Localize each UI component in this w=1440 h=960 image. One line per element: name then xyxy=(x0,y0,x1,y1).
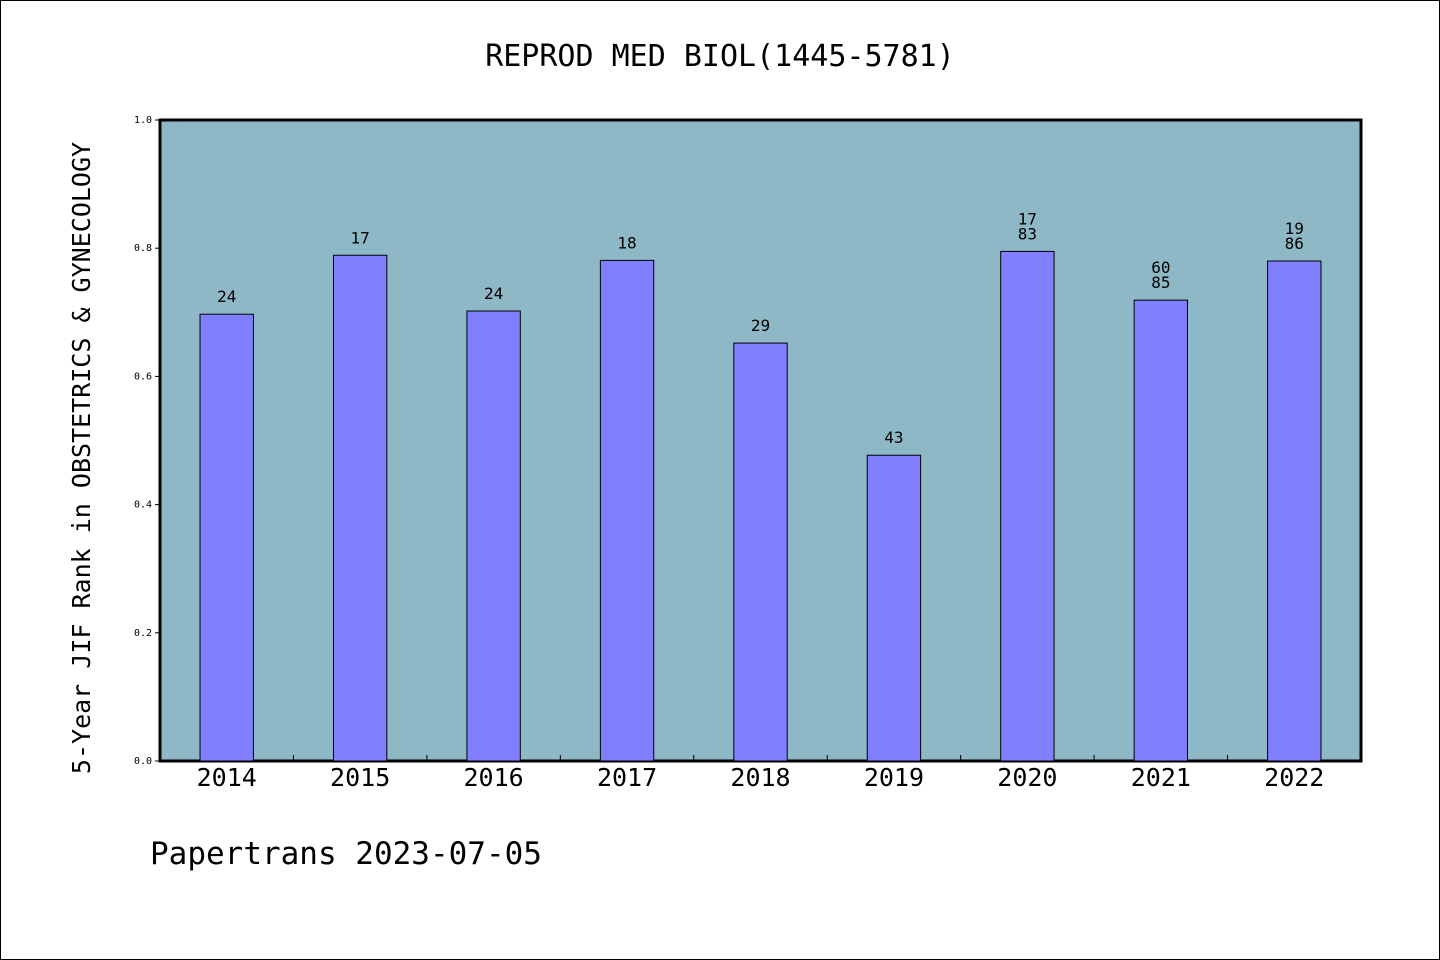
bar-label-2021: 60 xyxy=(1151,258,1170,277)
x-tick-label-2014: 2014 xyxy=(197,763,257,792)
bar-label-2020: 17 xyxy=(1018,209,1037,228)
x-tick-label-2022: 2022 xyxy=(1264,763,1324,792)
bar-label-2020: 83 xyxy=(1018,224,1037,243)
y-tick-label: 0.2 xyxy=(134,628,152,639)
x-tick-label-2020: 2020 xyxy=(997,763,1057,792)
bar-2014 xyxy=(199,313,254,762)
bar-label-2022: 19 xyxy=(1285,219,1304,238)
y-axis: 0.0 0.2 0.4 0.6 0.8 1.0 xyxy=(134,115,160,767)
bar-2020 xyxy=(1000,250,1055,762)
bar-label-2021: 85 xyxy=(1151,273,1170,292)
bar-label-2018: 29 xyxy=(751,316,770,335)
x-tick-label-2015: 2015 xyxy=(330,763,390,792)
bar-2019 xyxy=(866,454,922,762)
y-tick-label: 0.8 xyxy=(134,243,152,254)
y-tick-label: 0.4 xyxy=(134,500,152,511)
bar-2016 xyxy=(466,310,521,762)
bar-label-2016: 24 xyxy=(484,284,503,303)
y-tick-label: 0.0 xyxy=(134,756,152,767)
bar-label-2014: 24 xyxy=(217,287,236,306)
chart-title: REPROD MED BIOL(1445-5781) xyxy=(485,39,955,74)
bar-label-2019: 43 xyxy=(884,428,903,447)
bar-label-2022: 86 xyxy=(1285,234,1304,253)
bar-2021 xyxy=(1133,299,1189,762)
x-tick-label-2021: 2021 xyxy=(1131,763,1191,792)
x-tick-label-2017: 2017 xyxy=(597,763,657,792)
x-tick-label-2018: 2018 xyxy=(730,763,790,792)
y-tick-label: 0.6 xyxy=(134,371,152,382)
x-tick-label-2019: 2019 xyxy=(864,763,924,792)
y-axis-label: 5-Year JIF Rank in OBSTETRICS & GYNECOLO… xyxy=(67,142,96,774)
bar-label-2017: 18 xyxy=(617,233,636,252)
x-axis: 2014 2015 2016 2017 2018 2019 2020 2021 2022 xyxy=(197,755,1324,792)
x-tick-label-2016: 2016 xyxy=(464,763,524,792)
bars-group xyxy=(199,250,1322,762)
y-tick-label: 1.0 xyxy=(134,115,152,126)
bar-2015 xyxy=(332,254,388,762)
bar-label-2015: 17 xyxy=(351,228,370,247)
bar-2017 xyxy=(599,259,655,762)
footer-credit: Papertrans 2023-07-05 xyxy=(150,836,542,872)
bar-2022 xyxy=(1267,260,1322,762)
bar-2018 xyxy=(733,342,788,762)
